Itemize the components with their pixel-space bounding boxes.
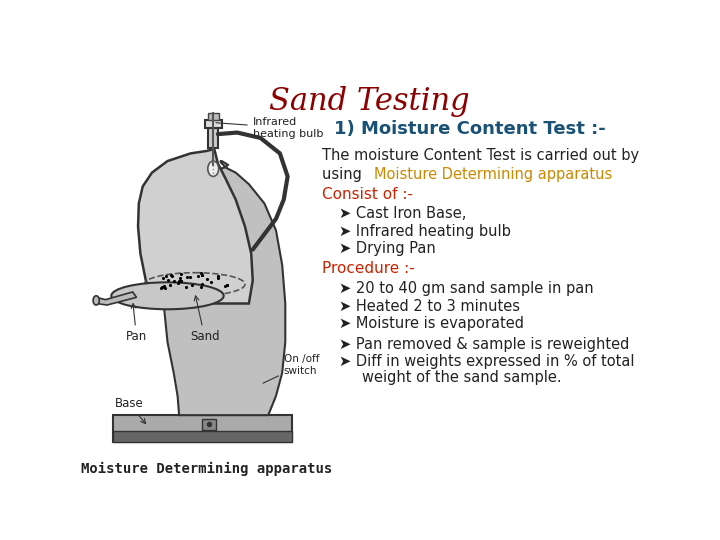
Text: ➤ Infrared heating bulb: ➤ Infrared heating bulb bbox=[339, 224, 511, 239]
Text: ➤ Diff in weights expressed in % of total: ➤ Diff in weights expressed in % of tota… bbox=[339, 354, 635, 369]
Text: ➤ Cast Iron Base,: ➤ Cast Iron Base, bbox=[339, 206, 467, 221]
Text: The moisture Content Test is carried out by: The moisture Content Test is carried out… bbox=[323, 148, 639, 163]
Ellipse shape bbox=[208, 161, 219, 177]
Text: Consist of :-: Consist of :- bbox=[323, 187, 413, 202]
Polygon shape bbox=[138, 148, 253, 303]
Text: Procedure :-: Procedure :- bbox=[323, 261, 415, 276]
Text: ➤ Drying Pan: ➤ Drying Pan bbox=[339, 241, 436, 256]
Text: On /off
switch: On /off switch bbox=[263, 354, 319, 383]
Text: Infrared
heating bulb: Infrared heating bulb bbox=[216, 117, 323, 139]
Text: using: using bbox=[323, 167, 367, 181]
Polygon shape bbox=[113, 430, 292, 442]
Ellipse shape bbox=[112, 282, 224, 309]
Ellipse shape bbox=[93, 296, 99, 305]
Text: Base: Base bbox=[114, 397, 145, 423]
Text: Sand Testing: Sand Testing bbox=[269, 86, 469, 117]
Text: ➤ Moisture is evaporated: ➤ Moisture is evaporated bbox=[339, 316, 524, 331]
Text: 1) Moisture Content Test :-: 1) Moisture Content Test :- bbox=[334, 120, 606, 138]
Text: Moisture Determining apparatus: Moisture Determining apparatus bbox=[374, 167, 613, 181]
Polygon shape bbox=[204, 120, 222, 128]
Text: ➤ 20 to 40 gm sand sample in pan: ➤ 20 to 40 gm sand sample in pan bbox=[339, 281, 594, 296]
Text: weight of the sand sample.: weight of the sand sample. bbox=[361, 370, 561, 386]
Polygon shape bbox=[208, 113, 219, 120]
Text: Sand: Sand bbox=[190, 296, 220, 343]
Polygon shape bbox=[202, 419, 216, 430]
Polygon shape bbox=[96, 292, 137, 305]
Polygon shape bbox=[208, 128, 218, 148]
Text: ➤ Heated 2 to 3 minutes: ➤ Heated 2 to 3 minutes bbox=[339, 299, 521, 314]
Text: Pan: Pan bbox=[126, 303, 147, 343]
Polygon shape bbox=[113, 415, 292, 442]
Polygon shape bbox=[163, 161, 285, 415]
Text: Moisture Determining apparatus: Moisture Determining apparatus bbox=[81, 461, 332, 476]
Text: ➤ Pan removed & sample is reweighted: ➤ Pan removed & sample is reweighted bbox=[339, 337, 629, 352]
